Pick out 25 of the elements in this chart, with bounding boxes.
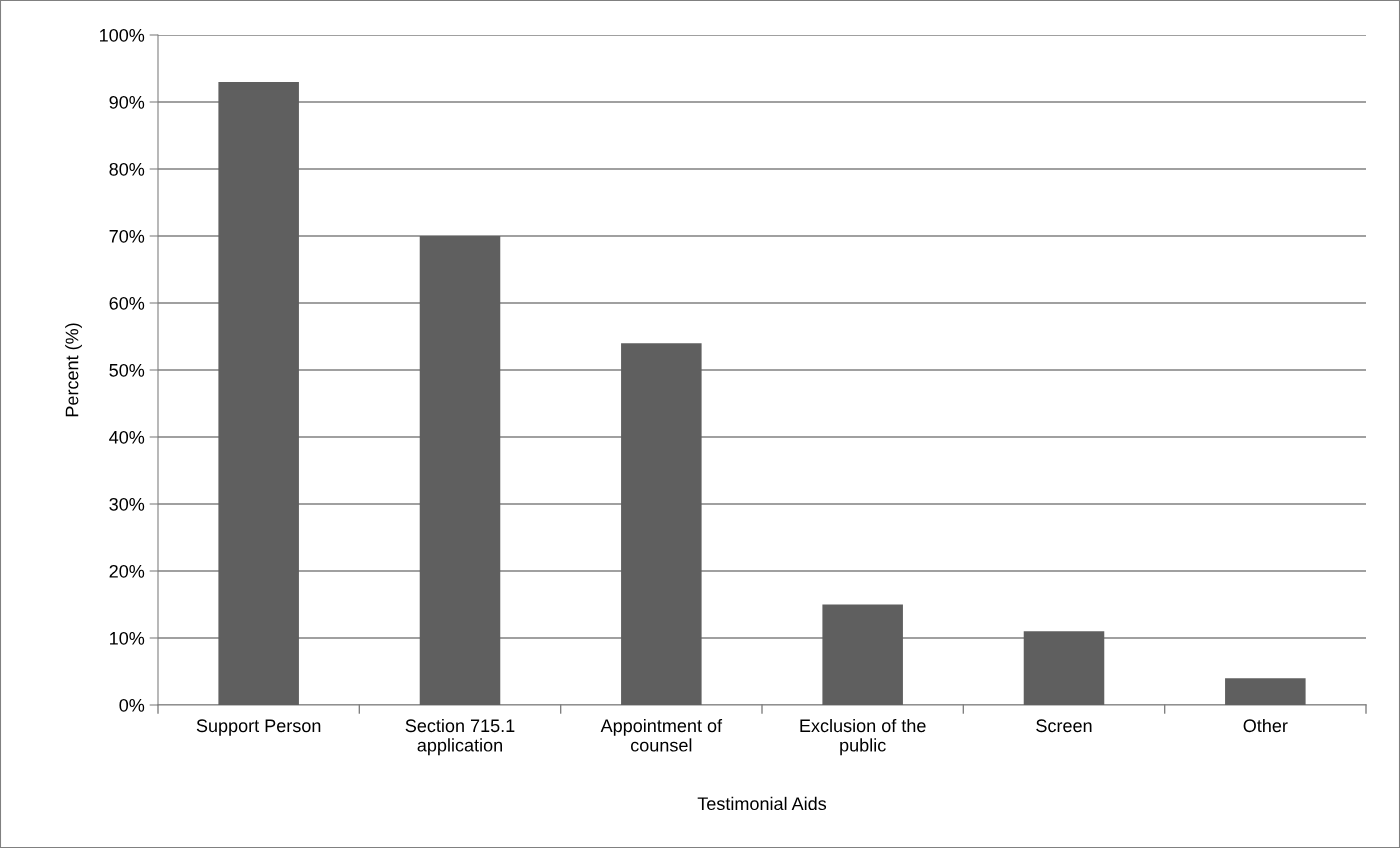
y-tick-label: 80% — [109, 162, 145, 176]
bar — [419, 236, 501, 705]
y-tick-label: 0% — [119, 698, 145, 712]
y-tick-label: 30% — [109, 497, 145, 511]
y-tick-label: 90% — [109, 95, 145, 109]
y-tick-label: 50% — [109, 363, 145, 377]
x-tick-label: Support Person — [196, 719, 321, 736]
y-tick-label: 60% — [109, 296, 145, 310]
y-tick-label: 100% — [100, 28, 145, 42]
y-tick-label: 70% — [109, 229, 145, 243]
bar — [621, 343, 702, 705]
x-tick-label: Screen — [1036, 719, 1092, 733]
y-axis-title: Percent (%) — [65, 323, 82, 417]
bar — [1225, 678, 1306, 705]
bar — [1023, 631, 1105, 705]
x-tick-label: Section 715.1 application — [405, 718, 515, 756]
x-tick-label: Appointment of counsel — [600, 718, 723, 752]
x-axis-title: Testimonial Aids — [697, 796, 827, 811]
y-tick-label: 40% — [109, 430, 145, 444]
y-tick-label: 20% — [109, 564, 145, 578]
x-tick-label: Exclusion of the public — [800, 718, 926, 756]
bar — [822, 604, 903, 705]
x-tick-label: Other — [1243, 718, 1288, 733]
bar — [218, 81, 299, 705]
y-tick-label: 10% — [110, 631, 145, 645]
